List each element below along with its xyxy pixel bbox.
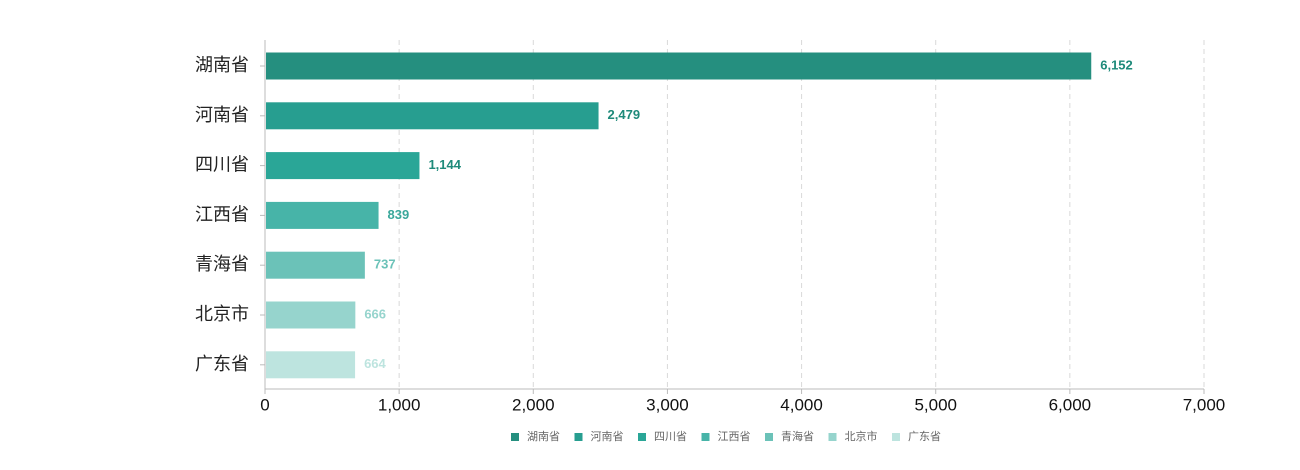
axes: 0 1,000 2,000 3,000 4,000 5,000 6,000 7,000 湖南省河… xyxy=(195,40,1225,414)
bars: 6,152 2,479 1,144 839 737 666 664 xyxy=(266,52,1133,379)
data-label: 839 xyxy=(388,207,410,222)
category-label: 湖南省 xyxy=(195,55,249,76)
legend-item[interactable]: 青海省 xyxy=(765,429,814,443)
x-tick-label: 4,000 xyxy=(780,395,823,414)
category-label: 江西省 xyxy=(195,204,249,225)
legend-item[interactable]: 湖南省 xyxy=(511,430,560,443)
legend-swatch xyxy=(765,433,773,441)
data-label: 6,152 xyxy=(1100,57,1133,72)
bar xyxy=(266,201,379,229)
legend-label: 青海省 xyxy=(781,429,814,443)
legend-label: 北京市 xyxy=(845,429,878,443)
data-label: 1,144 xyxy=(428,157,461,172)
bar xyxy=(266,102,599,130)
x-tick-label: 7,000 xyxy=(1183,395,1226,414)
data-label: 664 xyxy=(364,356,386,371)
category-label: 北京市 xyxy=(195,304,249,325)
legend-swatch xyxy=(511,433,519,441)
legend-label: 河南省 xyxy=(591,430,624,443)
grid-lines xyxy=(398,40,1205,389)
category-label: 河南省 xyxy=(195,105,249,126)
legend-swatch xyxy=(638,433,646,441)
legend-swatch xyxy=(574,433,583,441)
x-tick-label: 6,000 xyxy=(1049,395,1092,414)
category-label: 青海省 xyxy=(195,254,249,275)
bar xyxy=(266,52,1092,80)
x-tick-label: 5,000 xyxy=(914,395,957,414)
data-label: 666 xyxy=(364,306,386,321)
legend-label: 湖南省 xyxy=(527,430,560,443)
legend-item[interactable]: 广东省 xyxy=(892,430,941,443)
bar xyxy=(266,301,356,329)
bar xyxy=(266,351,356,379)
legend-item[interactable]: 河南省 xyxy=(574,430,624,443)
data-label: 737 xyxy=(374,257,396,272)
bar xyxy=(266,251,365,279)
legend-label: 广东省 xyxy=(908,430,941,443)
legend-swatch xyxy=(892,433,900,441)
x-tick-label: 1,000 xyxy=(378,395,421,414)
x-tick-label: 0 xyxy=(260,395,269,414)
legend-item[interactable]: 江西省 xyxy=(701,430,751,443)
legend-swatch xyxy=(828,433,837,441)
legend-item[interactable]: 四川省 xyxy=(638,430,687,443)
bar xyxy=(266,152,420,180)
legend: 湖南省 河南省 四川省 江西省 青海省 北京市 广东省 xyxy=(511,429,941,443)
legend-item[interactable]: 北京市 xyxy=(828,429,878,443)
category-label: 四川省 xyxy=(195,155,249,176)
x-tick-label: 2,000 xyxy=(512,395,555,414)
data-label: 2,479 xyxy=(608,107,641,122)
x-tick-label: 3,000 xyxy=(646,395,689,414)
legend-label: 四川省 xyxy=(654,430,687,443)
legend-swatch xyxy=(701,433,710,441)
legend-label: 江西省 xyxy=(718,430,751,443)
category-label: 广东省 xyxy=(195,354,249,375)
